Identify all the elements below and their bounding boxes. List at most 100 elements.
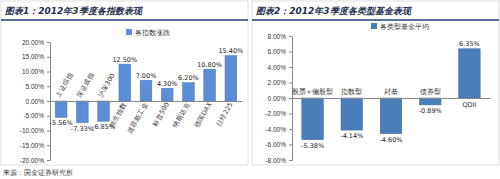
bar bbox=[161, 88, 173, 101]
y-tick-label: -6.00% bbox=[265, 141, 286, 148]
bar bbox=[119, 64, 131, 101]
y-tick-mark bbox=[47, 116, 50, 117]
data-label: -4.60% bbox=[380, 136, 403, 144]
category-label: 日经225 bbox=[214, 101, 234, 128]
category-label: 封基 bbox=[384, 88, 398, 96]
category-label: 股票+偏股型 bbox=[292, 88, 332, 96]
bar bbox=[380, 98, 402, 134]
legend: 各指数涨跌 bbox=[126, 29, 170, 37]
y-axis: -8.00% -6.00% -4.00% -2.00% 0.00% 2.00% 4.00% 6… bbox=[265, 33, 292, 164]
data-label: 15.40% bbox=[218, 47, 243, 55]
y-tick-mark bbox=[289, 145, 292, 146]
category-label: 指数型 bbox=[340, 88, 362, 96]
y-tick-mark bbox=[47, 72, 50, 73]
x-axis bbox=[51, 101, 243, 103]
y-tick-mark bbox=[289, 83, 292, 84]
y-tick-label: -10.00% bbox=[20, 127, 44, 134]
data-label: -0.89% bbox=[419, 107, 442, 115]
y-axis-line bbox=[289, 37, 293, 161]
bar bbox=[55, 101, 67, 117]
data-label: 12.50% bbox=[112, 56, 137, 64]
category-label: 德国DAX bbox=[193, 101, 214, 130]
y-tick-label: 6.00% bbox=[268, 48, 287, 55]
y-tick: -5.00% bbox=[23, 112, 50, 119]
category-label: 纳斯达克 bbox=[171, 101, 192, 129]
y-axis: -20.00% -15.00% -10.00% -5.00% 0.00% 5.00% 10.… bbox=[20, 39, 51, 164]
bar bbox=[459, 49, 481, 98]
data-label: -5.38% bbox=[301, 142, 324, 150]
category-label: 上证综指 bbox=[54, 71, 75, 99]
y-tick-label: 20.00% bbox=[22, 39, 44, 46]
y-tick: -2.00% bbox=[265, 110, 292, 117]
data-label: 6.20% bbox=[178, 74, 199, 82]
y-tick-label: 5.00% bbox=[26, 83, 45, 90]
legend-swatch bbox=[126, 29, 132, 35]
y-axis-line bbox=[47, 43, 51, 161]
title-rule bbox=[252, 19, 499, 21]
y-tick: -6.00% bbox=[265, 141, 292, 148]
y-tick: -20.00% bbox=[20, 157, 50, 164]
data-label: 4.30% bbox=[157, 80, 178, 88]
bar bbox=[98, 101, 110, 121]
y-tick-label: -4.00% bbox=[265, 126, 286, 133]
y-tick-label: -5.00% bbox=[23, 112, 44, 119]
y-tick: 15.00% bbox=[22, 53, 50, 60]
y-tick: 20.00% bbox=[22, 39, 50, 46]
bar bbox=[140, 80, 152, 101]
source-note: 来源：国金证券研究所 bbox=[3, 169, 73, 177]
y-tick: 10.00% bbox=[22, 68, 50, 75]
panel-frame bbox=[252, 1, 499, 165]
data-label: -6.85% bbox=[92, 123, 115, 131]
y-tick: 2.00% bbox=[268, 79, 292, 86]
legend-swatch bbox=[371, 23, 377, 29]
y-tick: 6.00% bbox=[268, 48, 292, 55]
category-label: 标普500 bbox=[149, 101, 171, 129]
data-label: 7.00% bbox=[136, 72, 157, 80]
chart-title: 图表2：2012年3季度各类型基金表现 bbox=[256, 6, 412, 16]
bar bbox=[225, 56, 237, 101]
y-tick-mark bbox=[289, 67, 292, 68]
y-tick-mark bbox=[47, 131, 50, 132]
y-tick: 0.00% bbox=[268, 95, 292, 102]
y-tick-mark bbox=[47, 57, 50, 58]
data-label: 10.80% bbox=[197, 61, 222, 69]
y-tick-mark bbox=[289, 114, 292, 115]
y-tick-label: -15.00% bbox=[20, 142, 44, 149]
bar bbox=[419, 98, 441, 105]
bar bbox=[77, 101, 89, 123]
y-tick-mark bbox=[289, 52, 292, 53]
bar bbox=[183, 83, 195, 101]
y-tick-label: -20.00% bbox=[20, 157, 44, 164]
x-axis-line bbox=[293, 98, 491, 99]
y-tick-mark bbox=[289, 36, 292, 37]
y-tick: 4.00% bbox=[268, 64, 292, 71]
panel-frame bbox=[1, 1, 248, 165]
y-tick-label: 10.00% bbox=[22, 68, 44, 75]
y-tick-mark bbox=[289, 98, 292, 99]
y-tick-label: -2.00% bbox=[265, 110, 286, 117]
bars bbox=[55, 56, 236, 123]
bar bbox=[204, 69, 216, 101]
category-label: QDII bbox=[462, 101, 476, 109]
data-label: -5.56% bbox=[50, 119, 73, 127]
x-axis-line bbox=[51, 101, 243, 102]
chart-panel: 图表2：2012年3季度各类型基金表现各类型基金平均 -8.00% -6.00% -4… bbox=[252, 1, 499, 165]
y-tick-mark bbox=[289, 160, 292, 161]
chart-panel: 图表1：2012年3季度各指数表现各指数涨跌-20.00%-15.00%-10.… bbox=[1, 1, 248, 165]
category-label: 深证成指 bbox=[75, 71, 96, 99]
y-tick-label: -8.00% bbox=[265, 157, 286, 164]
y-tick-label: 15.00% bbox=[22, 53, 44, 60]
y-tick: 5.00% bbox=[26, 83, 50, 90]
bar bbox=[341, 98, 363, 130]
y-tick: -15.00% bbox=[20, 142, 50, 149]
y-tick-label: 0.00% bbox=[268, 95, 287, 102]
data-label: -7.33% bbox=[71, 125, 94, 133]
y-tick-label: 0.00% bbox=[26, 98, 45, 105]
y-tick-mark bbox=[47, 101, 50, 102]
legend: 各类型基金平均 bbox=[371, 23, 429, 31]
y-tick: 8.00% bbox=[268, 33, 292, 40]
y-tick: 0.00% bbox=[26, 98, 50, 105]
y-tick-mark bbox=[47, 42, 50, 43]
title-rule bbox=[1, 19, 248, 21]
y-tick-mark bbox=[47, 160, 50, 161]
